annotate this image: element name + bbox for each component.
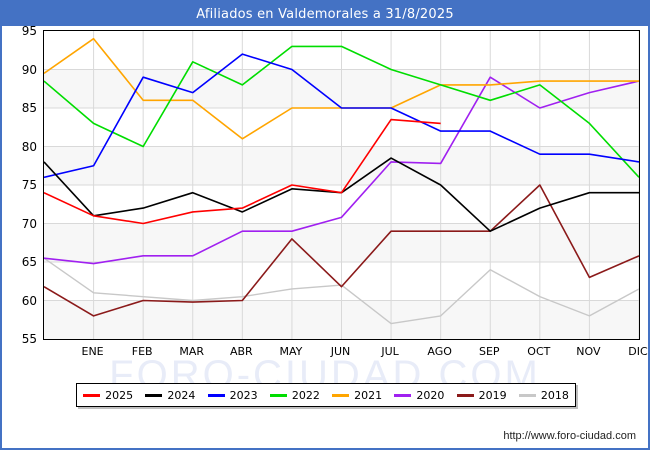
legend-item-2020[interactable]: 2020 — [388, 389, 450, 402]
y-axis: 55 60 65 70 75 80 85 90 95 — [2, 24, 41, 346]
y-axis-tick-60: 60 — [21, 293, 37, 308]
legend-item-2021[interactable]: 2021 — [326, 389, 388, 402]
legend-swatch-icon — [207, 393, 225, 397]
y-axis-tick-95: 95 — [21, 24, 37, 38]
window-title-bar: Afiliados en Valdemorales a 31/8/2025 — [2, 2, 648, 26]
x-axis-tick-ene: ENE — [81, 345, 104, 358]
y-axis-tick-85: 85 — [21, 101, 37, 115]
legend-swatch-icon — [456, 393, 474, 397]
legend-item-2022[interactable]: 2022 — [264, 389, 326, 402]
legend-swatch-icon — [394, 393, 412, 397]
legend-item-2024[interactable]: 2024 — [139, 389, 201, 402]
x-axis-tick-feb: FEB — [131, 345, 153, 358]
y-axis-tick-75: 75 — [21, 178, 37, 192]
legend-label: 2018 — [540, 388, 569, 402]
legend-item-2019[interactable]: 2019 — [451, 389, 513, 402]
line-chart-svg — [44, 31, 639, 339]
page-title: Afiliados en Valdemorales a 31/8/2025 — [196, 6, 454, 22]
x-axis: ENE FEB MAR ABR MAY JUN JUL AGO SEP OCT NOV DIC — [43, 342, 648, 364]
legend-label: 2020 — [416, 388, 445, 402]
legend-swatch-icon — [269, 393, 287, 397]
legend-label: 2019 — [478, 388, 507, 402]
legend-label: 2022 — [291, 388, 320, 402]
x-axis-tick-nov: NOV — [576, 345, 601, 358]
legend-item-2025[interactable]: 2025 — [77, 389, 139, 402]
plot-area — [43, 30, 640, 340]
legend-swatch-icon — [83, 393, 101, 397]
legend-label: 2021 — [354, 388, 383, 402]
y-axis-tick-80: 80 — [21, 139, 37, 154]
legend-swatch-icon — [145, 393, 163, 397]
x-axis-tick-sep: SEP — [478, 345, 500, 358]
y-axis-tick-70: 70 — [21, 216, 37, 231]
x-axis-tick-mar: MAR — [179, 345, 205, 358]
legend-label: 2025 — [105, 388, 134, 402]
source-url: http://www.foro-ciudad.com — [503, 430, 636, 442]
legend-swatch-icon — [332, 393, 350, 397]
y-axis-tick-65: 65 — [21, 255, 37, 269]
y-axis-tick-55: 55 — [21, 332, 37, 346]
x-axis-tick-abr: ABR — [229, 345, 253, 358]
x-axis-tick-oct: OCT — [527, 345, 551, 358]
legend-item-2018[interactable]: 2018 — [513, 389, 575, 402]
legend-label: 2023 — [229, 388, 258, 402]
y-axis-tick-90: 90 — [21, 62, 37, 77]
legend-swatch-icon — [518, 393, 536, 397]
x-axis-tick-jun: JUN — [330, 345, 351, 358]
legend-item-2023[interactable]: 2023 — [202, 389, 264, 402]
x-axis-tick-dic: DIC — [628, 345, 648, 358]
legend-label: 2024 — [167, 388, 196, 402]
x-axis-tick-may: MAY — [279, 345, 303, 358]
x-axis-tick-jul: JUL — [381, 345, 399, 358]
chart-legend: 2025 2024 2023 2022 2021 2020 2019 2018 — [76, 383, 576, 407]
x-axis-tick-ago: AGO — [427, 345, 452, 358]
